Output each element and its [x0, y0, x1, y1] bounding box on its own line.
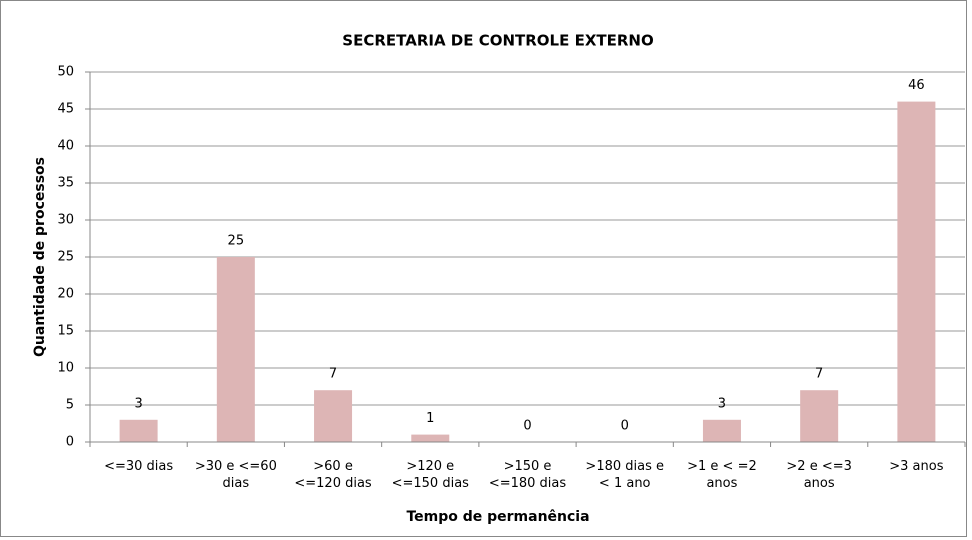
y-tick-label: 40 — [57, 139, 74, 154]
data-label: 7 — [815, 367, 823, 382]
x-tick-label: <=30 dias — [104, 459, 174, 474]
y-tick-label: 50 — [57, 65, 74, 80]
bar — [119, 419, 158, 442]
y-tick-label: 15 — [57, 324, 74, 339]
data-label: 1 — [426, 411, 434, 426]
x-tick-label: >30 e <=60 dias — [194, 459, 277, 491]
data-label: 7 — [329, 367, 337, 382]
x-tick-label: >120 e <=150 dias — [391, 459, 469, 491]
x-tick-label: >150 e <=180 dias — [488, 459, 567, 491]
y-tick-label: 45 — [57, 102, 74, 117]
y-tick-label: 35 — [57, 176, 74, 191]
y-tick-label: 30 — [57, 213, 74, 228]
x-tick-label: >3 anos — [889, 459, 944, 474]
data-label: 25 — [228, 234, 245, 249]
y-tick-label: 5 — [66, 398, 74, 413]
data-label: 46 — [908, 78, 925, 93]
y-axis-label: Quantidade de processos — [32, 157, 48, 357]
bar — [800, 390, 839, 442]
x-tick-label: >180 dias e < 1 ano — [585, 459, 664, 491]
x-tick-label: >60 e <=120 dias — [294, 459, 372, 491]
data-label: 3 — [718, 396, 726, 411]
bar — [216, 257, 255, 442]
data-label: 0 — [621, 419, 629, 434]
x-tick-label: >2 e <=3 anos — [786, 459, 852, 491]
data-label: 3 — [134, 396, 142, 411]
bar — [411, 434, 450, 442]
y-tick-label: 25 — [57, 250, 74, 265]
bar — [314, 390, 353, 442]
y-tick-label: 0 — [66, 435, 74, 450]
y-tick-label: 10 — [57, 361, 74, 376]
x-tick-label: >1 e < =2 anos — [687, 459, 757, 491]
chart-title: SECRETARIA DE CONTROLE EXTERNO — [342, 32, 653, 50]
bar — [702, 419, 741, 442]
data-label: 0 — [523, 419, 531, 434]
y-tick-label: 20 — [57, 287, 74, 302]
x-axis-label: Tempo de permanência — [406, 509, 589, 525]
bar — [897, 101, 936, 442]
